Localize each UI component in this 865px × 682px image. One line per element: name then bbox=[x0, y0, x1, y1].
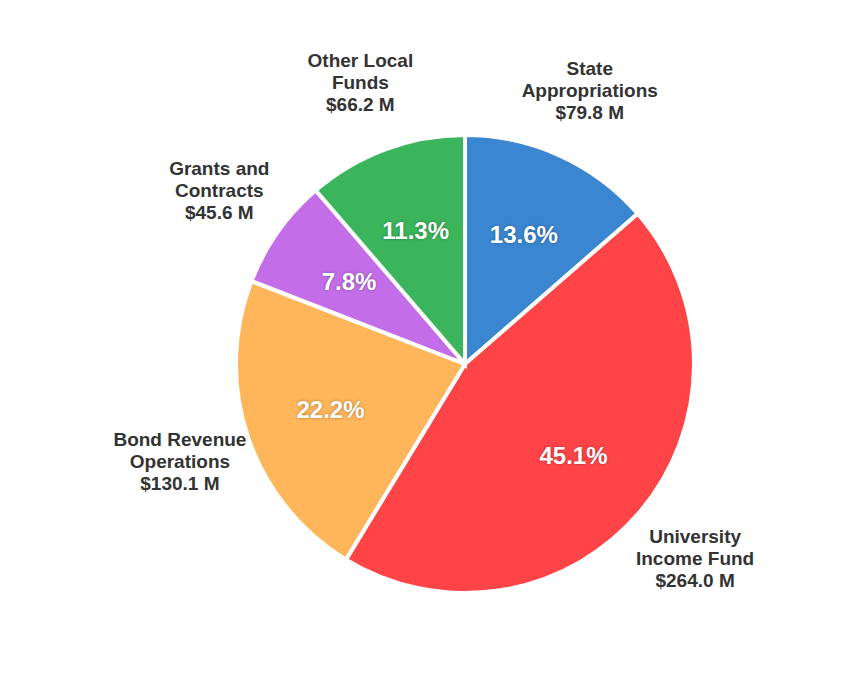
svg-text:StateAppropriations$79.8 M: StateAppropriations$79.8 M bbox=[522, 58, 658, 123]
svg-text:7.8%: 7.8% bbox=[322, 268, 377, 295]
svg-text:22.2%: 22.2% bbox=[296, 396, 364, 423]
svg-text:11.3%: 11.3% bbox=[382, 217, 449, 244]
svg-text:Other LocalFunds$66.2 M: Other LocalFunds$66.2 M bbox=[308, 49, 414, 114]
svg-text:13.6%: 13.6% bbox=[490, 221, 558, 248]
svg-text:Bond RevenueOperations$130.1 M: Bond RevenueOperations$130.1 M bbox=[113, 428, 246, 493]
svg-text:45.1%: 45.1% bbox=[540, 442, 608, 469]
svg-text:Grants andContracts$45.6 M: Grants andContracts$45.6 M bbox=[169, 158, 269, 223]
svg-text:UniversityIncome Fund$264.0 M: UniversityIncome Fund$264.0 M bbox=[636, 526, 754, 591]
